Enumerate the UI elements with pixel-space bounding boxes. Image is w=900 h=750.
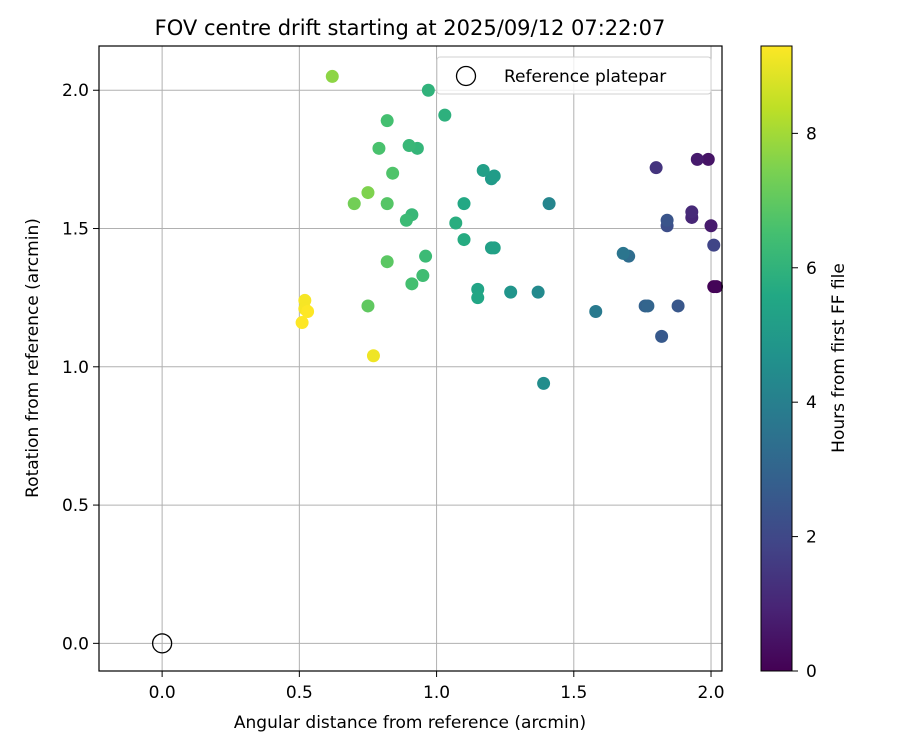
y-tick-label: 1.5: [62, 220, 89, 240]
colorbar-label: Hours from first FF file: [829, 263, 849, 453]
y-tick-label: 2.0: [62, 81, 89, 101]
data-points: [295, 69, 724, 390]
colorbar-tick-label: 8: [806, 124, 817, 144]
legend-marker-reference: [455, 65, 477, 87]
data-point: [416, 269, 430, 283]
data-point: [704, 219, 718, 233]
data-point: [366, 349, 380, 363]
legend: Reference platepar: [436, 56, 712, 95]
legend-box: [436, 56, 712, 95]
colorbar-tick-label: 0: [806, 662, 817, 682]
data-point: [476, 163, 490, 177]
y-axis-ticks: 0.0 0.5 1.0 1.5 2.0: [62, 81, 99, 654]
data-point: [655, 329, 669, 343]
data-point: [707, 238, 721, 252]
data-point: [487, 241, 501, 255]
data-point: [471, 291, 485, 305]
y-tick-label: 1.0: [62, 358, 89, 378]
reference-point-layer: [151, 633, 173, 654]
data-point: [671, 299, 685, 313]
data-point: [710, 280, 724, 294]
chart-title: FOV centre drift starting at 2025/09/12 …: [155, 16, 666, 40]
plot-frame: [98, 45, 723, 672]
x-axis-ticks: 0.0 0.5 1.0 1.5 2.0: [149, 671, 725, 703]
data-point: [380, 197, 394, 211]
data-point: [649, 161, 663, 175]
data-point: [419, 249, 433, 263]
data-point: [361, 186, 375, 200]
data-point: [438, 108, 452, 122]
data-point: [380, 255, 394, 269]
data-point: [537, 376, 551, 390]
data-point: [295, 316, 309, 330]
x-tick-label: 0.0: [149, 683, 176, 703]
data-point: [641, 299, 655, 313]
colorbar-gradient: [760, 45, 793, 672]
data-point: [504, 285, 518, 299]
data-point: [542, 197, 556, 211]
data-point: [402, 139, 416, 153]
x-tick-label: 1.5: [560, 683, 587, 703]
data-point: [405, 277, 419, 291]
x-axis-label: Angular distance from reference (arcmin): [234, 713, 586, 733]
data-point: [449, 216, 463, 230]
data-point: [372, 141, 386, 155]
data-point: [685, 205, 699, 219]
data-point: [690, 152, 704, 166]
data-point: [589, 304, 603, 318]
colorbar-tick-label: 6: [806, 259, 817, 279]
data-point: [347, 197, 361, 211]
y-tick-label: 0.0: [62, 634, 89, 654]
data-point: [660, 213, 674, 227]
x-tick-label: 1.0: [423, 683, 450, 703]
legend-label-reference: Reference platepar: [504, 67, 666, 87]
data-point: [616, 246, 630, 260]
data-point: [301, 304, 315, 318]
data-point: [421, 83, 435, 97]
colorbar-ticks: 0 2 4 6 8: [792, 124, 817, 682]
colorbar: 0 2 4 6 8 Hours from first FF file: [760, 45, 849, 682]
data-point: [386, 166, 400, 180]
data-point: [457, 233, 471, 247]
y-tick-label: 0.5: [62, 496, 89, 516]
data-point: [361, 299, 375, 313]
x-tick-label: 0.5: [286, 683, 313, 703]
data-point: [531, 285, 545, 299]
colorbar-tick-label: 2: [806, 528, 817, 548]
data-point: [325, 69, 339, 83]
data-point: [457, 197, 471, 211]
colorbar-tick-label: 4: [806, 393, 817, 413]
reference-platepar-marker: [151, 633, 173, 654]
data-point: [399, 213, 413, 227]
y-axis-label: Rotation from reference (arcmin): [23, 218, 43, 498]
data-point: [701, 152, 715, 166]
data-point: [380, 114, 394, 128]
data-point: [487, 169, 501, 183]
x-tick-label: 2.0: [697, 683, 724, 703]
